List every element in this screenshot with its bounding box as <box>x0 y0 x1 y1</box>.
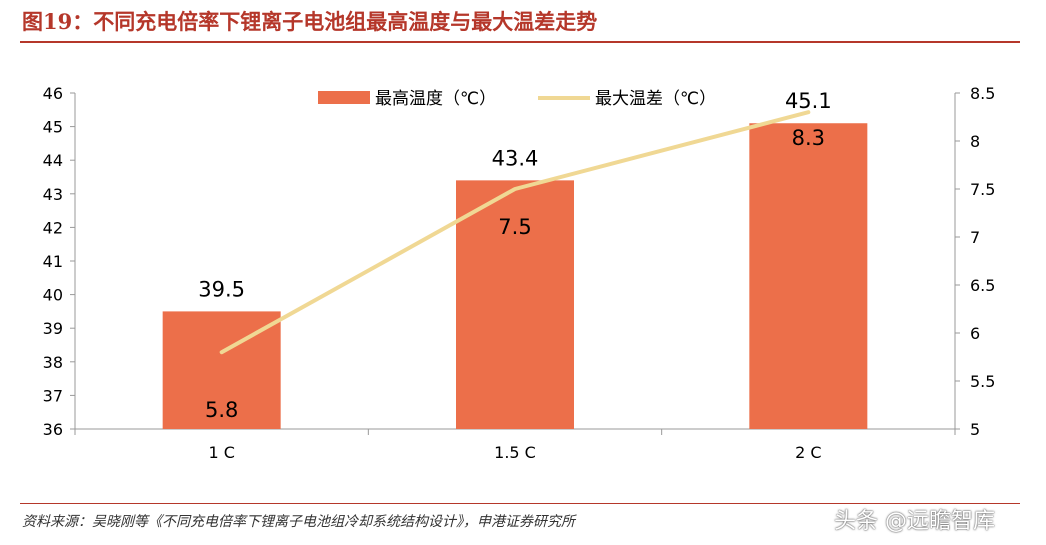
y-left-tick-label: 41 <box>43 252 63 271</box>
bar-data-label: 43.4 <box>492 146 539 170</box>
y-left-tick-label: 45 <box>43 118 63 137</box>
y-left-tick-label: 39 <box>43 319 63 338</box>
x-tick-label: 1.5 C <box>494 443 536 462</box>
legend-label-line: 最大温差（℃） <box>595 89 716 109</box>
combo-chart: 36 37 38 39 40 41 42 43 44 45 46 5 5.5 6 6.5 7 7.5 8 8.5 1 … <box>43 84 996 462</box>
y-left-tick-label: 46 <box>43 84 63 103</box>
bar <box>456 180 574 429</box>
line-point <box>806 110 810 114</box>
bar-data-label: 45.1 <box>785 89 832 113</box>
y-left-tick-label: 44 <box>43 151 63 170</box>
source-note: 资料来源：吴晓刚等《不同充电倍率下锂离子电池组冷却系统结构设计》，申港证券研究所 <box>22 514 575 530</box>
x-tick-label: 2 C <box>795 443 821 462</box>
figure-title: 图19：不同充电倍率下锂离子电池组最高温度与最大温差走势 <box>22 9 598 34</box>
y-right-tick-label: 8.5 <box>970 84 995 103</box>
y-right-tick-label: 7 <box>970 228 980 247</box>
y-right-tick-label: 5 <box>970 420 980 439</box>
legend-swatch-bar <box>318 91 370 104</box>
legend-label-bar: 最高温度（℃） <box>375 89 496 109</box>
y-right-tick-label: 5.5 <box>970 372 995 391</box>
x-tick-label: 1 C <box>208 443 234 462</box>
y-left-tick-label: 42 <box>43 218 63 237</box>
line-data-label: 7.5 <box>498 215 531 239</box>
y-right-tick-label: 6.5 <box>970 276 995 295</box>
y-right-tick-label: 8 <box>970 132 980 151</box>
y-left-tick-label: 40 <box>43 286 63 305</box>
bar <box>749 123 868 430</box>
y-right-tick-label: 6 <box>970 324 980 343</box>
y-left-tick-label: 37 <box>43 386 63 405</box>
line-data-label: 5.8 <box>205 398 238 422</box>
line-point <box>513 187 517 191</box>
watermark: 头条 @远瞻智库 <box>834 509 995 534</box>
title-divider <box>20 41 1020 43</box>
bar-data-label: 39.5 <box>198 277 245 301</box>
y-right-tick-label: 7.5 <box>970 180 995 199</box>
y-left-tick-label: 38 <box>43 353 63 372</box>
y-left-tick-label: 36 <box>43 420 63 439</box>
footer-divider <box>20 503 1020 504</box>
line-point <box>220 350 224 354</box>
line-data-label: 8.3 <box>792 126 825 150</box>
y-left-tick-label: 43 <box>43 185 63 204</box>
